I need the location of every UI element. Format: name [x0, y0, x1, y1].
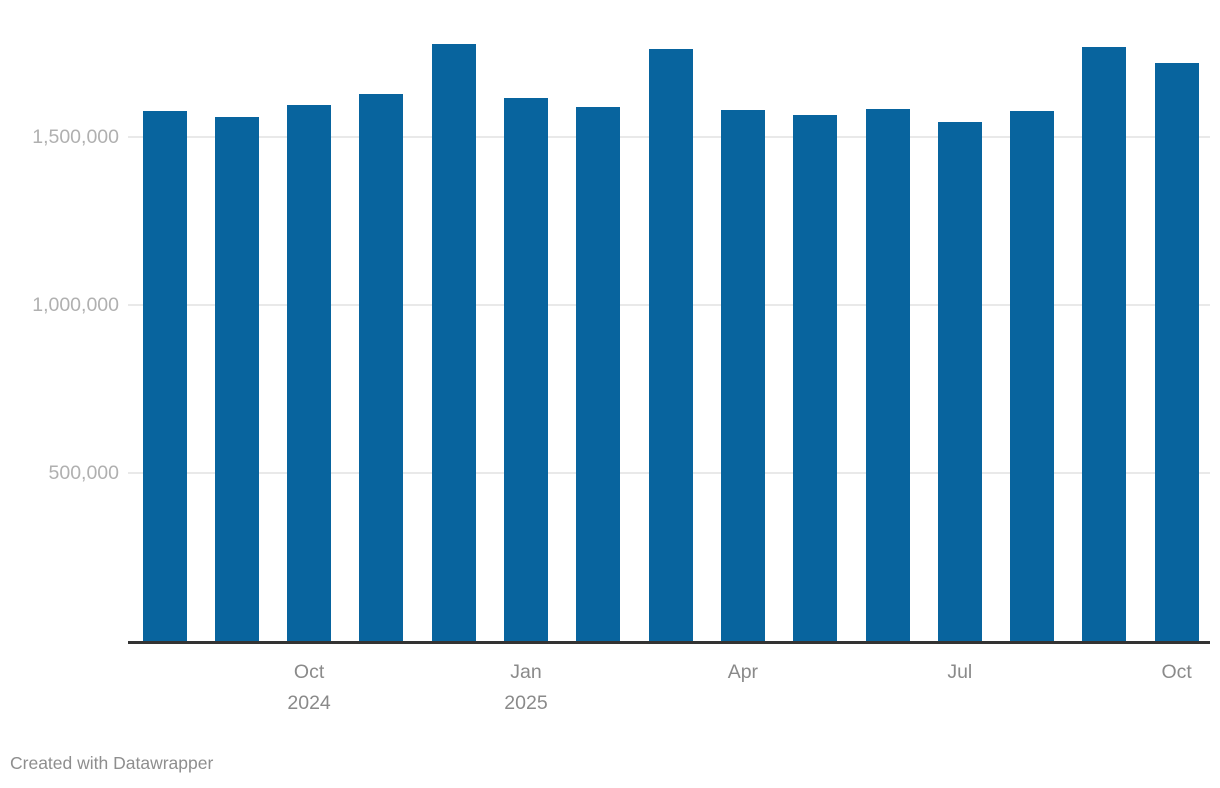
y-axis-tick-label: 500,000: [48, 462, 120, 484]
bar[interactable]: [504, 98, 548, 641]
x-axis-tick-label: Oct: [1161, 661, 1192, 683]
plot-area: [128, 0, 1210, 641]
x-axis-tick-label: Oct 2024: [287, 661, 331, 714]
bar[interactable]: [865, 109, 910, 641]
bar[interactable]: [937, 122, 982, 641]
bar[interactable]: [576, 107, 621, 641]
y-axis-tick-label: 1,000,000: [32, 294, 119, 316]
x-axis-tick-label: Apr: [727, 661, 759, 683]
bar[interactable]: [214, 117, 259, 641]
bar[interactable]: [648, 49, 693, 641]
y-axis-tick-label: 1,500,000: [32, 126, 119, 148]
bar[interactable]: [431, 44, 476, 641]
x-axis-tick-label: Jul: [947, 661, 973, 683]
bar[interactable]: [793, 115, 838, 641]
bar[interactable]: [1154, 63, 1199, 641]
bar[interactable]: [720, 110, 765, 641]
x-axis-tick-label: Jan 2025: [504, 661, 548, 714]
bar[interactable]: [142, 111, 187, 641]
bar[interactable]: [1010, 111, 1055, 641]
bar[interactable]: [1082, 47, 1127, 641]
bar[interactable]: [359, 94, 404, 641]
x-axis-line: [128, 641, 1210, 644]
bar[interactable]: [287, 105, 332, 641]
datawrapper-credit: Created with Datawrapper: [10, 753, 214, 773]
